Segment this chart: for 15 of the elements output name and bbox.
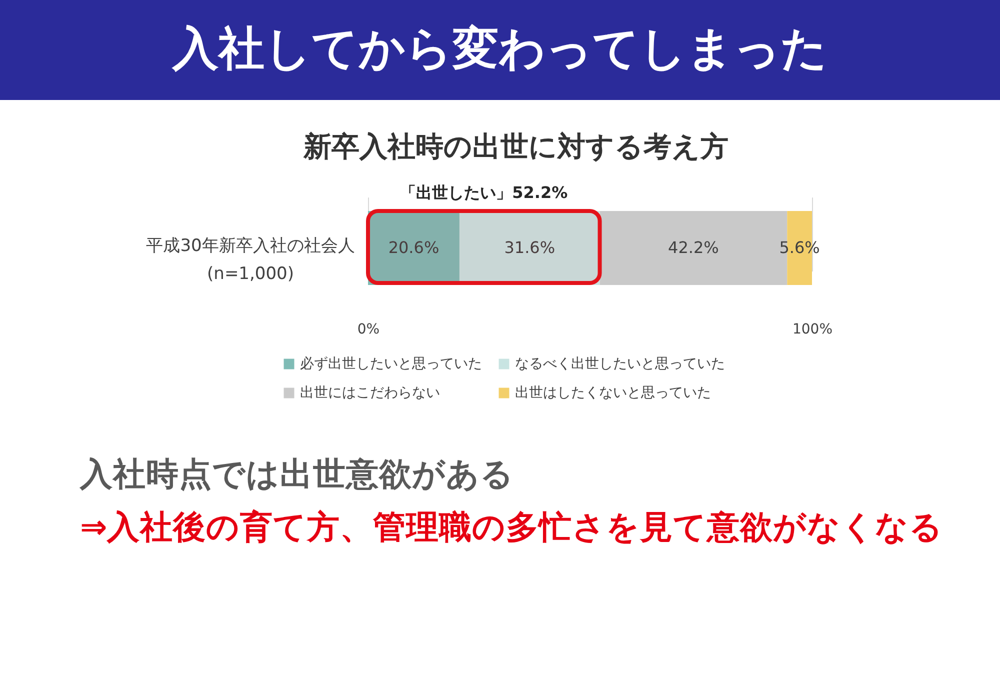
x-tick-label: 100% [792,322,833,338]
data-label: 31.6% [504,238,556,257]
x-tick-label: 0% [357,322,380,338]
legend-label: なるべく出世したいと思っていた [515,356,725,372]
legend-label: 出世にはこだわらない [300,385,440,401]
text: ⇒入社後の育て方、管理職の多忙さを見て意欲がなくなる [80,508,944,546]
band-label: 「出世したい」52.2% [400,183,568,202]
chart-subtitle: 新卒入社時の出世に対する考え方 [302,130,728,163]
text: 入社時点では出世意欲がある [79,455,514,493]
data-label: 42.2% [668,238,719,257]
data-label: 20.6% [388,238,440,257]
y-tick-label: 平成30年新卒入社の社会人 (n=1,000) [146,236,355,284]
legend-label: 必ず出世したいと思っていた [300,356,482,372]
chart-title: 入社してから変わってしまった [172,21,828,75]
legend-label: 出世はしたくないと思っていた [515,385,711,401]
